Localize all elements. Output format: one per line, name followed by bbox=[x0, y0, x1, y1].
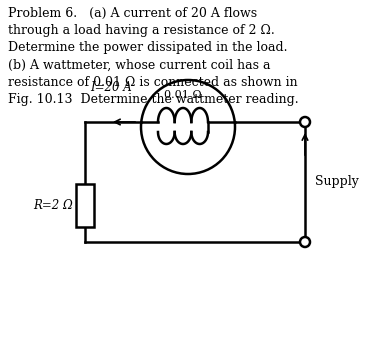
Circle shape bbox=[300, 117, 310, 127]
Bar bbox=[76, 184, 94, 227]
Text: R=2 Ω: R=2 Ω bbox=[33, 199, 73, 212]
Text: Supply: Supply bbox=[315, 175, 359, 188]
Text: Problem 6.   (a) A current of 20 A flows
through a load having a resistance of 2: Problem 6. (a) A current of 20 A flows t… bbox=[8, 7, 299, 106]
Text: I=20 A: I=20 A bbox=[90, 81, 132, 94]
Circle shape bbox=[300, 237, 310, 247]
Text: 0.01 Ω: 0.01 Ω bbox=[164, 90, 202, 100]
